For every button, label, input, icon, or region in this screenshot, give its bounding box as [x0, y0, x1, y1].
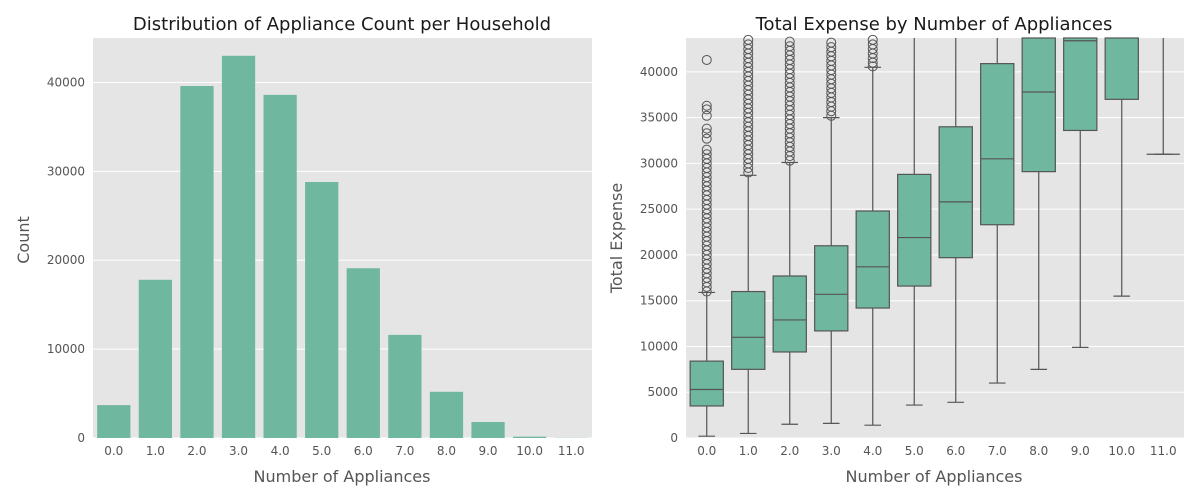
y-tick-label: 10000 — [47, 342, 85, 356]
y-tick-label: 30000 — [640, 156, 678, 170]
box-chart-title: Total Expense by Number of Appliances — [755, 14, 1113, 35]
y-tick-label: 0 — [77, 431, 85, 445]
x-tick-label: 2.0 — [187, 444, 206, 458]
x-tick-label: 11.0 — [558, 444, 585, 458]
box-iqr — [939, 127, 972, 258]
y-tick-label: 20000 — [47, 253, 85, 267]
x-tick-label: 4.0 — [271, 444, 290, 458]
bar-y-tick-labels: 0 10000 20000 30000 40000 — [47, 75, 85, 445]
bar-y-axis-label: Count — [14, 216, 33, 264]
y-tick-label: 10000 — [640, 339, 678, 353]
x-tick-label: 9.0 — [478, 444, 497, 458]
y-tick-label: 40000 — [640, 65, 678, 79]
x-tick-label: 4.0 — [863, 444, 882, 458]
x-tick-label: 11.0 — [1150, 444, 1177, 458]
y-tick-label: 40000 — [47, 75, 85, 89]
box-y-tick-labels: 0 5000 10000 15000 20000 25000 30000 35000 40000 — [640, 65, 678, 445]
box-y-axis-label: Total Expense — [607, 183, 626, 294]
y-tick-label: 15000 — [640, 294, 678, 308]
x-tick-label: 1.0 — [146, 444, 165, 458]
bar — [305, 182, 338, 438]
bar — [222, 56, 255, 438]
bar-x-tick-labels: 0.0 1.0 2.0 3.0 4.0 5.0 6.0 7.0 8.0 9.0 10.0 11.0 — [104, 444, 584, 458]
y-tick-label: 35000 — [640, 111, 678, 125]
bar — [139, 280, 172, 438]
y-tick-label: 30000 — [47, 164, 85, 178]
x-tick-label: 8.0 — [1029, 444, 1048, 458]
box-iqr — [815, 246, 848, 331]
bar — [97, 405, 130, 438]
x-tick-label: 0.0 — [104, 444, 123, 458]
box-x-axis-label: Number of Appliances — [846, 467, 1023, 486]
x-tick-label: 7.0 — [395, 444, 414, 458]
bar — [430, 392, 463, 438]
x-tick-label: 3.0 — [822, 444, 841, 458]
box-chart: 0.0 1.0 2.0 3.0 4.0 5.0 6.0 7.0 8.0 9.0 10.0 11.0 0… — [607, 14, 1184, 486]
x-tick-label: 0.0 — [697, 444, 716, 458]
y-tick-label: 0 — [670, 431, 678, 445]
bar — [263, 95, 296, 438]
bar-chart-title: Distribution of Appliance Count per Hous… — [133, 14, 551, 35]
box-iqr — [898, 174, 931, 286]
bar — [347, 268, 380, 438]
y-tick-label: 25000 — [640, 202, 678, 216]
bar — [180, 86, 213, 438]
box-iqr — [1064, 38, 1097, 130]
x-tick-label: 9.0 — [1071, 444, 1090, 458]
x-tick-label: 6.0 — [946, 444, 965, 458]
x-tick-label: 7.0 — [988, 444, 1007, 458]
x-tick-label: 10.0 — [1108, 444, 1135, 458]
y-tick-label: 20000 — [640, 248, 678, 262]
x-tick-label: 6.0 — [354, 444, 373, 458]
x-tick-label: 8.0 — [437, 444, 456, 458]
y-tick-label: 5000 — [647, 385, 678, 399]
x-tick-label: 10.0 — [516, 444, 543, 458]
bar-x-axis-label: Number of Appliances — [254, 467, 431, 486]
box-iqr — [856, 211, 889, 308]
box-iqr — [773, 276, 806, 352]
bar-chart: 0.0 1.0 2.0 3.0 4.0 5.0 6.0 7.0 8.0 9.0 10.0 11.0 0… — [14, 14, 592, 486]
bar — [388, 335, 421, 438]
box-x-tick-labels: 0.0 1.0 2.0 3.0 4.0 5.0 6.0 7.0 8.0 9.0 10.0 11.0 — [697, 444, 1176, 458]
bar — [513, 437, 546, 438]
box-iqr — [1022, 38, 1055, 172]
x-tick-label: 1.0 — [739, 444, 758, 458]
box-iqr — [690, 361, 723, 406]
box-iqr — [981, 64, 1014, 225]
x-tick-label: 2.0 — [780, 444, 799, 458]
x-tick-label: 5.0 — [312, 444, 331, 458]
bar — [471, 422, 504, 438]
x-tick-label: 5.0 — [905, 444, 924, 458]
x-tick-label: 3.0 — [229, 444, 248, 458]
box-iqr — [1105, 38, 1138, 99]
box-iqr — [732, 292, 765, 370]
